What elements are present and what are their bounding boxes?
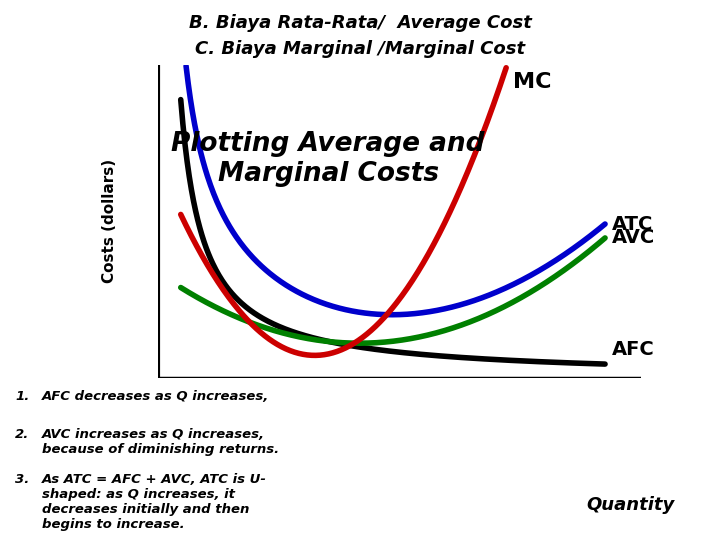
Text: Quantity: Quantity [586,496,674,514]
Text: As ATC = AFC + AVC, ATC is U-
shaped: as Q increases, it
decreases initially and: As ATC = AFC + AVC, ATC is U- shaped: as… [42,473,266,531]
Text: AVC increases as Q increases,
because of diminishing returns.: AVC increases as Q increases, because of… [42,429,279,456]
Text: AFC decreases as Q increases,: AFC decreases as Q increases, [42,390,269,403]
Text: Plotting Average and
Marginal Costs: Plotting Average and Marginal Costs [171,131,485,187]
Text: 1.: 1. [15,390,30,403]
Text: This is Chandra Mal PR: This is Chandra Mal PR [303,492,446,502]
Text: 2.: 2. [15,429,30,442]
Text: MC: MC [513,72,552,92]
Text: Costs (dollars): Costs (dollars) [102,159,117,284]
Text: C. Biaya Marginal /Marginal Cost: C. Biaya Marginal /Marginal Cost [195,40,525,58]
Text: B. Biaya Rata-Rata/  Average Cost: B. Biaya Rata-Rata/ Average Cost [189,14,531,31]
Text: AVC: AVC [612,228,655,247]
Text: 3.: 3. [15,473,30,486]
Text: AFC: AFC [612,340,654,359]
Text: ATC: ATC [612,214,653,233]
